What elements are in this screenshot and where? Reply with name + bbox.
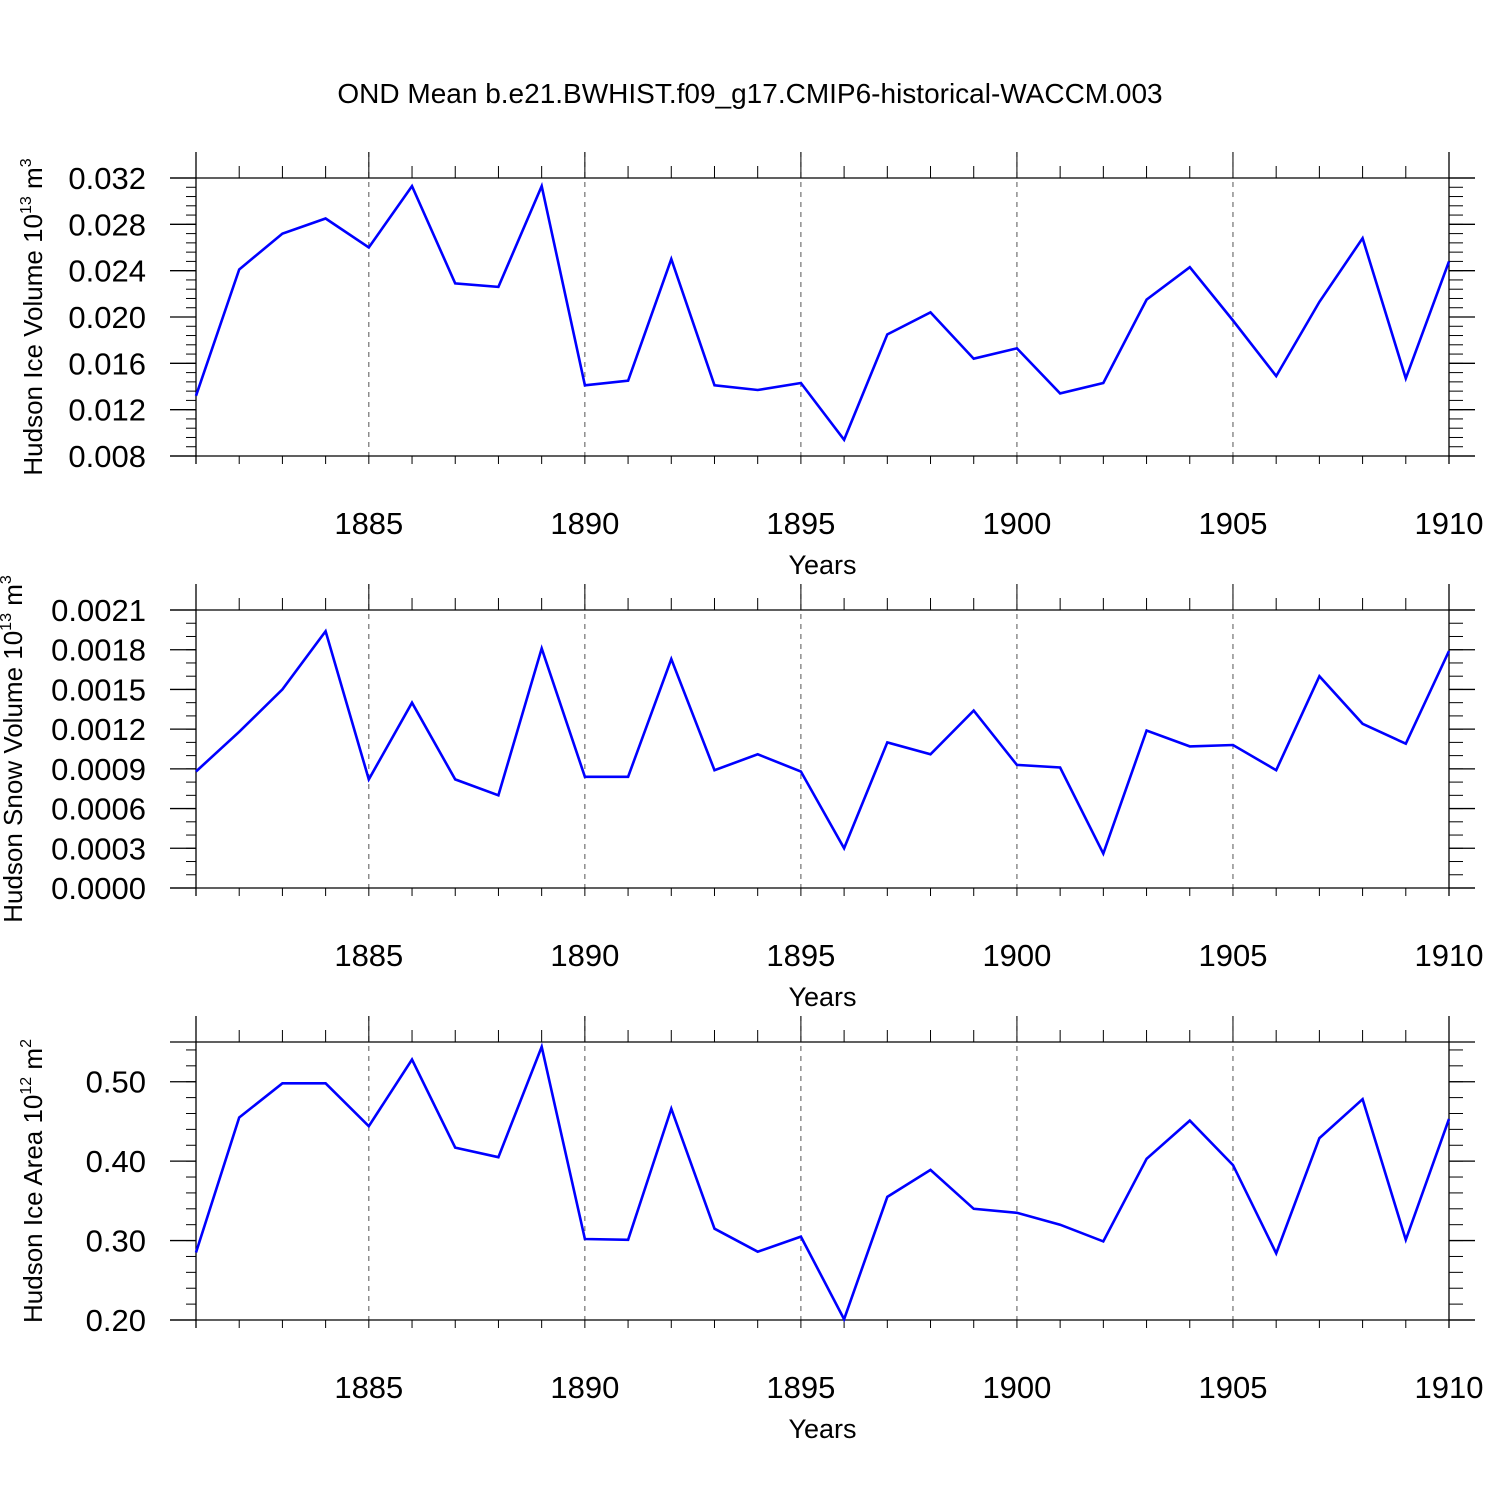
series-line bbox=[194, 181, 1451, 443]
x-tick-label: 1895 bbox=[766, 506, 835, 541]
y-tick-label: 0.40 bbox=[86, 1144, 146, 1179]
x-tick-label: 1905 bbox=[1198, 506, 1267, 541]
x-tick-label: 1885 bbox=[334, 1370, 403, 1405]
x-tick-label: 1895 bbox=[766, 1370, 835, 1405]
series-line bbox=[195, 628, 1451, 857]
x-tick-label: 1890 bbox=[550, 938, 619, 973]
x-tick-label: 1885 bbox=[334, 506, 403, 541]
x-tick-label: 1890 bbox=[550, 1370, 619, 1405]
x-tick-label: 1905 bbox=[1198, 938, 1267, 973]
x-tick-label: 1910 bbox=[1415, 938, 1484, 973]
series-line bbox=[194, 1042, 1451, 1323]
x-tick-label: 1900 bbox=[982, 506, 1051, 541]
x-tick-label: 1910 bbox=[1415, 506, 1484, 541]
figure-title: OND Mean b.e21.BWHIST.f09_g17.CMIP6-hist… bbox=[337, 78, 1163, 109]
plot-panel-2: 1885 1890 1895 1900 1905 1910 Years 0.0000 0.000… bbox=[0, 575, 1483, 1012]
x-axis-label: Years bbox=[788, 982, 856, 1012]
y-tick-label: 0.008 bbox=[68, 439, 146, 474]
y-tick-label: 0.30 bbox=[86, 1224, 146, 1259]
y-tick-label: 0.028 bbox=[68, 207, 146, 242]
x-tick-label: 1885 bbox=[334, 938, 403, 973]
x-axis-label: Years bbox=[788, 550, 856, 580]
y-tick-label: 0.0015 bbox=[51, 672, 146, 707]
y-tick-label: 0.20 bbox=[86, 1303, 146, 1338]
x-tick-label: 1890 bbox=[550, 506, 619, 541]
y-tick-label: 0.0012 bbox=[51, 712, 146, 747]
y-tick-label: 0.0018 bbox=[51, 633, 146, 668]
x-tick-label: 1900 bbox=[982, 938, 1051, 973]
x-tick-label: 1905 bbox=[1198, 1370, 1267, 1405]
y-tick-label: 0.024 bbox=[68, 254, 146, 289]
plot-panel-3: 1885 1890 1895 1900 1905 1910 Years 0.20 0.30 0.4… bbox=[18, 1016, 1483, 1444]
x-tick-label: 1900 bbox=[982, 1370, 1051, 1405]
y-axis-label: Hudson Ice Area 1012 m2 bbox=[18, 1039, 48, 1323]
y-tick-label: 0.0000 bbox=[51, 871, 146, 906]
plot-panel-1: 1885 1890 1895 1900 1905 1910 Years 0.008 0.012 0… bbox=[18, 152, 1483, 580]
y-axis-label: Hudson Ice Volume 1013 m3 bbox=[18, 158, 48, 475]
x-tick-label: 1910 bbox=[1415, 1370, 1484, 1405]
y-tick-label: 0.0003 bbox=[51, 831, 146, 866]
y-axis-label: Hudson Snow Volume 1013 m3 bbox=[0, 575, 28, 923]
y-tick-label: 0.016 bbox=[68, 346, 146, 381]
x-axis-label: Years bbox=[788, 1414, 856, 1444]
y-tick-label: 0.0006 bbox=[51, 792, 146, 827]
y-tick-label: 0.50 bbox=[86, 1065, 146, 1100]
y-tick-label: 0.020 bbox=[68, 300, 146, 335]
y-tick-label: 0.0009 bbox=[51, 752, 146, 787]
x-tick-label: 1895 bbox=[766, 938, 835, 973]
y-tick-label: 0.0021 bbox=[51, 593, 146, 628]
y-tick-label: 0.012 bbox=[68, 393, 146, 428]
y-tick-label: 0.032 bbox=[68, 161, 146, 196]
